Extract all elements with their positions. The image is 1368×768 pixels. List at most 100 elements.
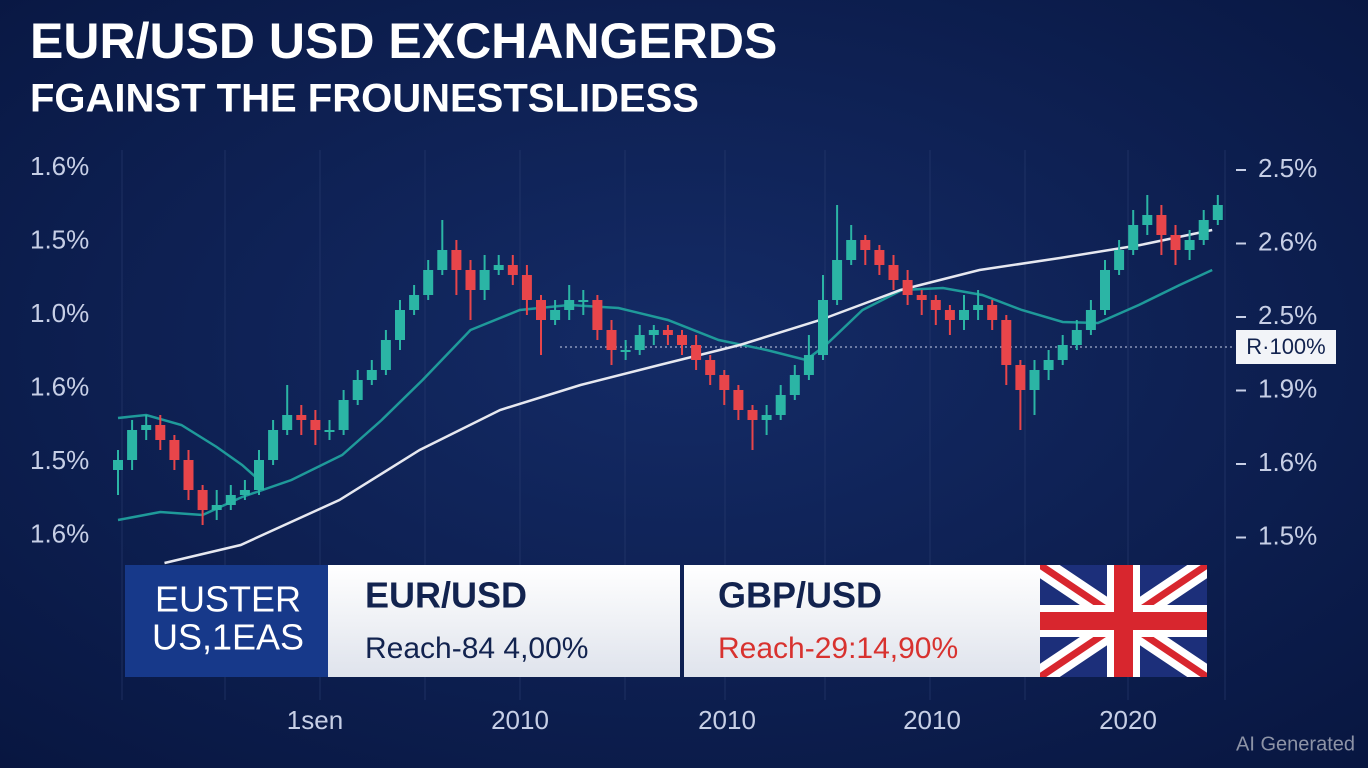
moving-average xyxy=(117,413,260,481)
candle-body xyxy=(803,355,814,375)
y2-axis-label: 2.5% xyxy=(1258,153,1317,183)
x-axis-label: 1sen xyxy=(287,705,343,735)
candle-body xyxy=(1170,235,1181,250)
chart-subtitle: FGAINST THE FROUNESTSLIDESS xyxy=(30,77,699,121)
candle-body xyxy=(662,330,673,335)
candle-body xyxy=(155,425,166,440)
moving-average xyxy=(117,268,1213,522)
candle-body xyxy=(1128,225,1139,250)
card-text: Reach-84 4,00% xyxy=(365,632,588,665)
candle-body xyxy=(902,280,913,295)
candle-body xyxy=(310,420,321,430)
candle-body xyxy=(620,350,631,352)
candle-body xyxy=(987,305,998,320)
candle-body xyxy=(465,270,476,290)
candle-body xyxy=(733,390,744,410)
candle-body xyxy=(395,310,405,340)
candle-body xyxy=(1184,240,1195,250)
candle-body xyxy=(1114,250,1125,270)
badge xyxy=(125,565,328,677)
candle-body xyxy=(705,360,716,375)
candle-body xyxy=(225,495,236,505)
chart-title: EUR/USD USD EXCHANGERDS xyxy=(30,13,777,69)
candle-body xyxy=(1043,360,1054,370)
candle-body xyxy=(451,250,462,270)
card-text: Reach-29:14,90% xyxy=(718,632,958,665)
candle-body xyxy=(1142,215,1153,225)
candle-body xyxy=(1001,320,1012,365)
y2-axis-label: 1.6% xyxy=(1258,447,1317,477)
candle-body xyxy=(338,400,349,430)
candle-body xyxy=(1156,215,1167,235)
candle-body xyxy=(493,265,504,270)
candle-body xyxy=(268,430,279,460)
y-axis-label: 1.6% xyxy=(30,518,89,548)
candle-body xyxy=(169,440,180,460)
candle-body xyxy=(239,490,250,495)
y2-axis-label: 2.5% xyxy=(1258,300,1317,330)
candle-body xyxy=(930,300,941,310)
x-axis-label: 2010 xyxy=(491,705,549,735)
candle-body xyxy=(775,395,786,415)
card-title: EUR/USD xyxy=(365,575,527,616)
candle-body xyxy=(1015,365,1026,390)
candle-body xyxy=(1071,330,1082,345)
candle-body xyxy=(141,425,152,430)
candle-body xyxy=(888,265,899,280)
card xyxy=(328,565,680,677)
candle-body xyxy=(409,295,420,310)
candle-body xyxy=(648,330,659,335)
candle-body xyxy=(973,305,984,310)
candle-body xyxy=(352,380,363,400)
candle-body xyxy=(1212,205,1223,220)
candle-body xyxy=(366,370,377,380)
candle-body xyxy=(282,415,293,430)
y-axis-label: 1.5% xyxy=(30,445,89,475)
candle-body xyxy=(380,340,391,370)
candle-body xyxy=(874,250,885,265)
candle-body xyxy=(564,300,575,310)
candle-body xyxy=(437,250,448,270)
candle-body xyxy=(113,460,123,470)
badge-text: US,1EAS xyxy=(152,617,304,658)
candle-body xyxy=(846,240,857,260)
candle-body xyxy=(944,310,955,320)
candle-body xyxy=(959,310,969,320)
candle-body xyxy=(719,375,730,390)
candle-body xyxy=(211,505,222,510)
reference-label: R·100% xyxy=(1246,334,1325,359)
candle-body xyxy=(550,310,561,320)
uk-flag xyxy=(1040,565,1207,677)
reference-box xyxy=(1236,330,1336,364)
y-axis-label: 1.0% xyxy=(30,298,89,328)
candle-body xyxy=(1100,270,1110,310)
candle-body xyxy=(1057,345,1068,360)
card xyxy=(684,565,1040,677)
y2-axis-label: 1.9% xyxy=(1258,373,1317,403)
candle-body xyxy=(916,295,927,300)
candle-body xyxy=(1198,220,1209,240)
candle-body xyxy=(423,270,434,295)
candle-body xyxy=(479,270,490,290)
x-axis-label: 2010 xyxy=(698,705,756,735)
y-axis-label: 1.5% xyxy=(30,224,89,254)
y2-axis-label: 2.6% xyxy=(1258,226,1317,256)
candle-body xyxy=(296,415,307,420)
candle-body xyxy=(536,300,546,320)
candle-body xyxy=(578,300,589,302)
candle-body xyxy=(1085,310,1096,330)
candle-body xyxy=(1029,370,1040,390)
candle-body xyxy=(183,460,194,490)
candle-body xyxy=(691,345,702,360)
y-axis-label: 1.6% xyxy=(30,151,89,181)
candle-body xyxy=(606,330,617,350)
plot: R·100% xyxy=(113,195,1336,565)
badge-text: EUSTER xyxy=(155,579,301,620)
y2-axis-label: 1.5% xyxy=(1258,520,1317,550)
candle-body xyxy=(818,300,828,355)
x-axis-label: 2020 xyxy=(1099,705,1157,735)
candle-body xyxy=(254,460,264,490)
x-axis-label: 2010 xyxy=(903,705,961,735)
